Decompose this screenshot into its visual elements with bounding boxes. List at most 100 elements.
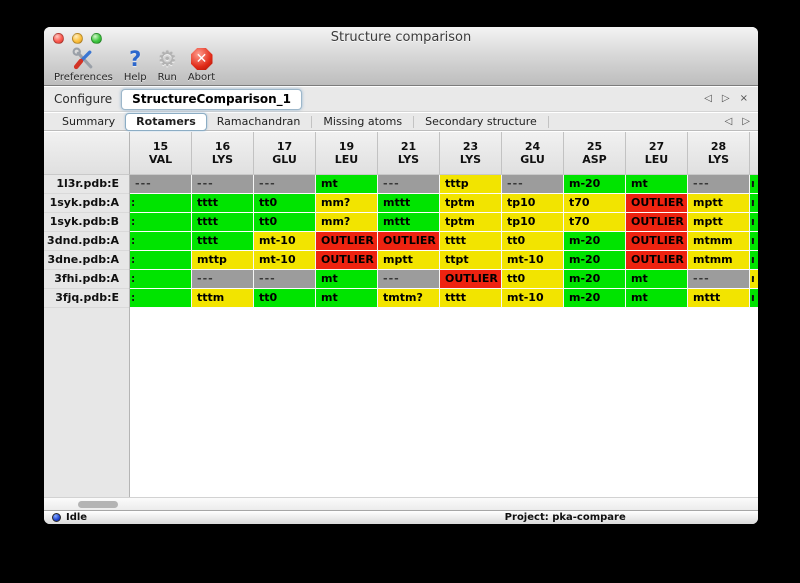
preferences-button[interactable]: Preferences [51,46,116,84]
rotamer-cell[interactable]: m-20 [564,232,626,251]
rotamer-cell[interactable]: OUTLIER [626,251,688,270]
rotamer-cell[interactable]: tttt [440,289,502,308]
row-label[interactable]: 3dnd.pdb:A [44,232,129,251]
rotamer-cell[interactable]: tttt [192,213,254,232]
rotamer-cell[interactable]: mt [626,175,688,194]
rotamer-cell[interactable]: : [130,270,192,289]
tab-summary[interactable]: Summary [62,114,116,128]
rotamer-cell[interactable]: : [130,251,192,270]
rotamer-cell[interactable]: mt-10 [502,289,564,308]
tab-rotamers[interactable]: Rotamers [125,112,207,131]
rotamer-cell[interactable]: --- [130,175,192,194]
rotamer-cell[interactable]: : [130,289,192,308]
row-label[interactable]: 1syk.pdb:A [44,194,129,213]
rotamer-cell[interactable]: --- [192,270,254,289]
rotamer-cell[interactable]: tt0 [502,270,564,289]
zoom-window-button[interactable] [91,33,102,44]
rotamer-cell[interactable]: mt [626,289,688,308]
rotamer-cell[interactable]: mm? [316,213,378,232]
rotamer-cell[interactable]: mt [316,175,378,194]
row-label[interactable]: 3fjq.pdb:E [44,289,129,308]
rotamer-cell[interactable]: OUTLIER [626,213,688,232]
rotamer-cell[interactable]: --- [378,175,440,194]
rotamer-cell[interactable]: tt0 [502,232,564,251]
rotamer-cell[interactable]: mt-10 [254,251,316,270]
rotamer-cell[interactable]: tt0 [254,194,316,213]
help-button[interactable]: ? Help [121,46,150,84]
rotamer-cell[interactable]: tt0 [254,289,316,308]
row-label[interactable]: 3fhi.pdb:A [44,270,129,289]
rotamer-cell[interactable]: : [130,194,192,213]
rotamer-cell[interactable]: : [130,232,192,251]
rotamer-cell[interactable]: tttt [440,232,502,251]
rotamer-cell[interactable]: --- [254,175,316,194]
rotamer-cell[interactable]: m-20 [564,251,626,270]
row-label[interactable]: 1syk.pdb:B [44,213,129,232]
rotamer-cell[interactable]: mt [316,289,378,308]
rotamer-cell[interactable]: tttt [192,232,254,251]
rotamer-cell[interactable]: m-20 [564,289,626,308]
rotamer-cell[interactable]: m-20 [564,270,626,289]
tab-missing-atoms[interactable]: Missing atoms [323,114,403,128]
rotamer-cell[interactable]: --- [378,270,440,289]
configure-name-field[interactable]: StructureComparison_1 [121,88,303,110]
rotamer-cell[interactable]: mtmm [688,232,750,251]
forward-arrow-icon[interactable]: ▷ [721,93,730,104]
minimize-window-button[interactable] [72,33,83,44]
rotamer-cell[interactable]: --- [254,270,316,289]
rotamer-cell[interactable]: mt [316,270,378,289]
rotamer-cell[interactable]: tmtm? [378,289,440,308]
horizontal-scrollbar[interactable] [44,497,758,510]
rotamer-cell[interactable]: mt-10 [502,251,564,270]
rotamer-cell[interactable]: mptt [688,194,750,213]
rotamer-cell[interactable]: mttp [192,251,254,270]
rotamer-cell[interactable]: : [130,213,192,232]
rotamer-cell[interactable]: OUTLIER [626,232,688,251]
rotamer-cell[interactable]: m-20 [564,175,626,194]
rotamer-cell[interactable]: mt [626,270,688,289]
rotamer-cell[interactable]: OUTLIER [378,232,440,251]
rotamer-cell[interactable]: tptm [440,213,502,232]
row-label[interactable]: 1l3r.pdb:E [44,175,129,194]
rotamer-cell[interactable]: tttm [192,289,254,308]
rotamer-cell[interactable]: mtmm [688,251,750,270]
question-mark-icon: ? [129,47,142,71]
rotamer-cell[interactable]: t70 [564,213,626,232]
row-label[interactable]: 3dne.pdb:A [44,251,129,270]
rotamer-cell[interactable]: mttt [378,213,440,232]
rotamer-cell[interactable]: --- [502,175,564,194]
rotamer-cell[interactable]: mm? [316,194,378,213]
rotamer-cell[interactable]: OUTLIER [316,232,378,251]
tab-secondary-structure[interactable]: Secondary structure [425,114,537,128]
column-header-19: 19 LEU [316,132,378,174]
rotamer-cell[interactable]: mptt [688,213,750,232]
tab-ramachandran[interactable]: Ramachandran [216,114,301,128]
rotamer-cell[interactable]: tt0 [254,213,316,232]
tabs-back-arrow-icon[interactable]: ◁ [724,115,733,127]
rotamer-cell[interactable]: mttt [378,194,440,213]
back-arrow-icon[interactable]: ◁ [704,93,712,104]
rotamer-cell[interactable]: OUTLIER [626,194,688,213]
rotamer-cell[interactable]: mt-10 [254,232,316,251]
help-label: Help [123,72,147,83]
abort-button[interactable]: ✕ Abort [185,46,218,84]
rotamer-cell[interactable]: ttpt [440,251,502,270]
close-icon[interactable]: × [739,93,748,104]
scrollbar-thumb[interactable] [78,501,118,508]
rotamer-cell[interactable]: mptt [378,251,440,270]
rotamer-cell[interactable]: tttt [192,194,254,213]
rotamer-cell[interactable]: tp10 [502,194,564,213]
rotamer-cell[interactable]: --- [688,175,750,194]
close-window-button[interactable] [53,33,64,44]
rotamer-cell[interactable]: mttt [688,289,750,308]
rotamer-cell[interactable]: --- [688,270,750,289]
rotamer-cell[interactable]: OUTLIER [440,270,502,289]
rotamer-cell[interactable]: --- [192,175,254,194]
tabs-forward-arrow-icon[interactable]: ▷ [742,115,750,127]
run-button[interactable]: ⚙ Run [155,46,180,84]
rotamer-cell[interactable]: tp10 [502,213,564,232]
rotamer-cell[interactable]: t70 [564,194,626,213]
rotamer-cell[interactable]: tptm [440,194,502,213]
rotamer-cell[interactable]: tttp [440,175,502,194]
rotamer-cell[interactable]: OUTLIER [316,251,378,270]
